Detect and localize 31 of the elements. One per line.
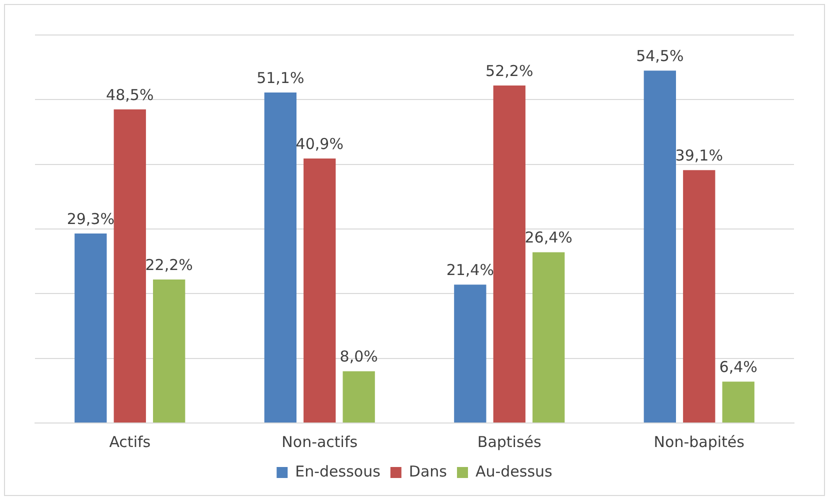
bar bbox=[683, 170, 716, 422]
bar bbox=[454, 284, 486, 422]
legend-label: En-dessous bbox=[295, 462, 381, 480]
x-tick-label: Actifs bbox=[109, 432, 151, 451]
bar bbox=[114, 109, 146, 422]
bar bbox=[722, 382, 754, 422]
x-tick-label: Non-actifs bbox=[282, 432, 358, 451]
x-tick-label: Baptisés bbox=[477, 432, 542, 451]
data-label: 51,1% bbox=[256, 68, 304, 87]
bar bbox=[532, 252, 565, 422]
legend-label: Au-dessus bbox=[475, 462, 553, 480]
bar bbox=[304, 158, 336, 422]
data-label: 26,4% bbox=[524, 228, 572, 247]
data-label: 52,2% bbox=[486, 62, 534, 80]
legend-label: Dans bbox=[408, 462, 448, 480]
data-label: 48,5% bbox=[106, 86, 154, 104]
data-label: 40,9% bbox=[296, 134, 344, 153]
data-label: 39,1% bbox=[675, 146, 723, 165]
data-label: 22,2% bbox=[145, 256, 193, 274]
data-label: 6,4% bbox=[719, 358, 758, 376]
bar bbox=[74, 234, 107, 422]
data-label: 29,3% bbox=[66, 210, 114, 228]
data-label: 8,0% bbox=[340, 348, 378, 366]
x-tick-label: Non-bapités bbox=[654, 432, 745, 451]
bar bbox=[493, 85, 526, 422]
bar bbox=[644, 70, 676, 422]
bar bbox=[264, 92, 296, 422]
bar bbox=[153, 279, 186, 422]
data-label: 54,5% bbox=[636, 46, 684, 65]
data-label: 21,4% bbox=[446, 261, 494, 280]
bar bbox=[342, 371, 375, 422]
